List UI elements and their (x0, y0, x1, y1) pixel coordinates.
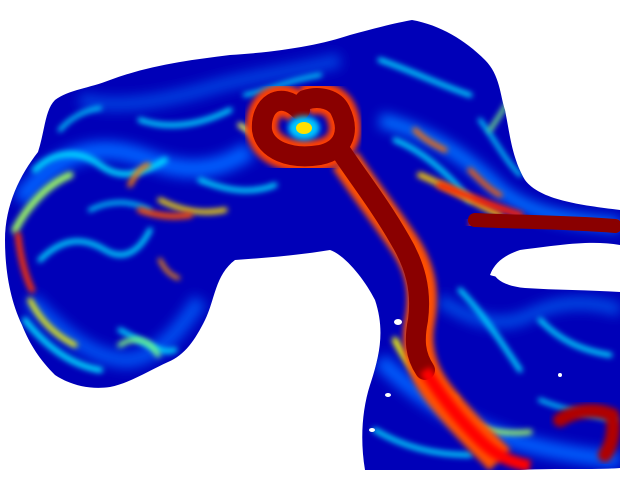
islands (369, 263, 620, 432)
main-jet (245, 82, 620, 470)
cyan-filaments (22, 57, 617, 458)
